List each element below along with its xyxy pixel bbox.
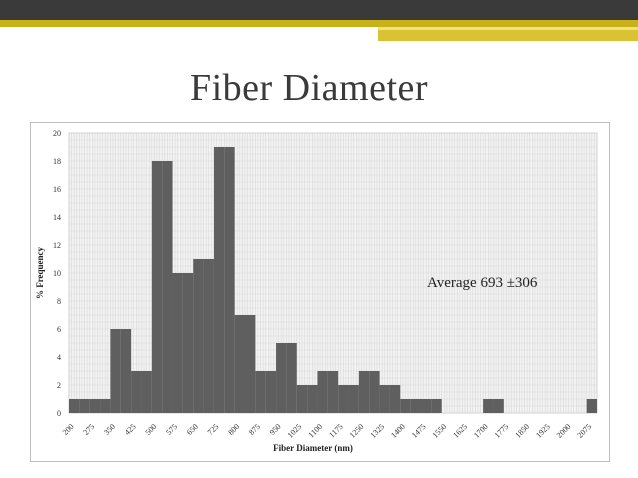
histogram-bar-612.5 xyxy=(182,273,194,413)
histogram-bar-425 xyxy=(131,371,142,413)
histogram-bar-725 xyxy=(213,147,225,413)
x-tick-label: 1850 xyxy=(513,422,531,440)
x-tick-label: 1100 xyxy=(307,422,324,439)
y-tick-label: 6 xyxy=(57,325,61,334)
y-tick-label: 12 xyxy=(53,241,61,250)
x-axis-label: Fiber Diameter (nm) xyxy=(273,443,353,453)
histogram-bar-387.5 xyxy=(120,329,132,413)
x-tick-label: 500 xyxy=(144,422,159,437)
chart-frame: 0 2 4 6 8 10 12 14 16 18 20 200 275 350 425 500 575 650 72… xyxy=(30,122,610,462)
x-tick-label: 1400 xyxy=(389,422,407,440)
histogram-bar-875 xyxy=(255,371,266,413)
histogram-bar-1025 xyxy=(296,385,308,413)
histogram-bar-575 xyxy=(172,273,183,413)
histogram-bar-1362.5 xyxy=(389,385,401,413)
x-tick-label: 1550 xyxy=(431,422,449,440)
histogram-bar-912.5 xyxy=(265,371,277,413)
histogram-bar-800 xyxy=(234,315,245,413)
histogram-bar-762.5 xyxy=(224,147,235,413)
x-tick-label: 1925 xyxy=(534,422,552,440)
x-tick-label: 1475 xyxy=(410,422,428,440)
histogram-bar-1062.5 xyxy=(307,385,318,413)
x-tick-label: 800 xyxy=(226,422,241,437)
histogram-bar-200 xyxy=(69,399,80,413)
histogram-bar-1137.5 xyxy=(327,371,339,413)
histogram-bar-1437.5 xyxy=(410,399,421,413)
slide-header-band xyxy=(0,0,638,41)
x-tick-label: 1175 xyxy=(327,422,344,439)
histogram-bar-950 xyxy=(276,343,287,413)
average-annotation: Average 693 ±306 xyxy=(427,275,538,291)
slide-title: Fiber Diameter xyxy=(189,67,429,109)
histogram-bar-1175 xyxy=(338,385,349,413)
histogram-bar-987.5 xyxy=(286,343,297,413)
histogram-bar-1100 xyxy=(317,371,328,413)
x-tick-label: 650 xyxy=(185,422,200,437)
x-tick-label: 1250 xyxy=(348,422,366,440)
x-tick-label: 575 xyxy=(164,422,179,437)
histogram-bar-275 xyxy=(89,399,101,413)
histogram-bar-350 xyxy=(110,329,121,413)
yellow-accent-tab xyxy=(378,27,638,41)
y-tick-label: 8 xyxy=(57,297,61,306)
x-tick-label: 1325 xyxy=(369,422,387,440)
y-tick-label: 14 xyxy=(53,213,61,222)
yellow-accent-highlight xyxy=(378,27,638,30)
histogram-bar-837.5 xyxy=(245,315,256,413)
x-tick-label: 725 xyxy=(206,422,221,437)
y-tick-label: 20 xyxy=(53,129,61,138)
dark-header-stripe xyxy=(0,0,638,20)
y-tick-label: 4 xyxy=(57,353,61,362)
histogram-bar-1737.5 xyxy=(493,399,504,413)
histogram-bar-1287.5 xyxy=(369,371,380,413)
x-tick-label: 1625 xyxy=(451,422,469,440)
yellow-accent-stripe xyxy=(0,20,638,27)
x-tick-label: 200 xyxy=(61,422,76,437)
x-tick-label: 950 xyxy=(268,422,283,437)
y-tick-label: 18 xyxy=(53,157,61,166)
x-tick-label: 350 xyxy=(102,422,117,437)
histogram-bar-312.5 xyxy=(100,399,111,413)
x-tick-label: 2075 xyxy=(576,422,594,440)
y-axis-label: % Frequency xyxy=(35,246,45,299)
histogram-bar-462.5 xyxy=(141,371,152,413)
histogram-bar-500 xyxy=(151,161,163,413)
histogram-bar-1250 xyxy=(358,371,370,413)
histogram-bar-537.5 xyxy=(162,161,173,413)
histogram-bar-1400 xyxy=(400,399,411,413)
y-tick-label: 16 xyxy=(53,185,61,194)
histogram-bar-650 xyxy=(193,259,204,413)
histogram-bar-1512.5 xyxy=(431,399,442,413)
histogram-bar-237.5 xyxy=(79,399,90,413)
histogram-bar-1325 xyxy=(379,385,390,413)
histogram-bar-1475 xyxy=(421,399,432,413)
x-tick-label: 1025 xyxy=(286,422,304,440)
x-tick-label: 2000 xyxy=(555,422,573,440)
x-tick-label: 275 xyxy=(81,422,96,437)
x-tick-label: 1775 xyxy=(493,422,511,440)
x-tick-label: 875 xyxy=(247,422,262,437)
histogram-bar-2075 xyxy=(586,399,597,413)
x-tick-label: 1700 xyxy=(472,422,490,440)
histogram-bar-687.5 xyxy=(203,259,214,413)
x-tick-label: 425 xyxy=(123,422,138,437)
y-tick-label: 10 xyxy=(53,269,61,278)
histogram-bar-1700 xyxy=(483,399,494,413)
histogram-bar-1212.5 xyxy=(348,385,359,413)
histogram-chart: 0 2 4 6 8 10 12 14 16 18 20 200 275 350 425 500 575 650 72… xyxy=(35,129,598,453)
y-tick-label: 0 xyxy=(57,409,61,418)
y-tick-label: 2 xyxy=(57,381,61,390)
